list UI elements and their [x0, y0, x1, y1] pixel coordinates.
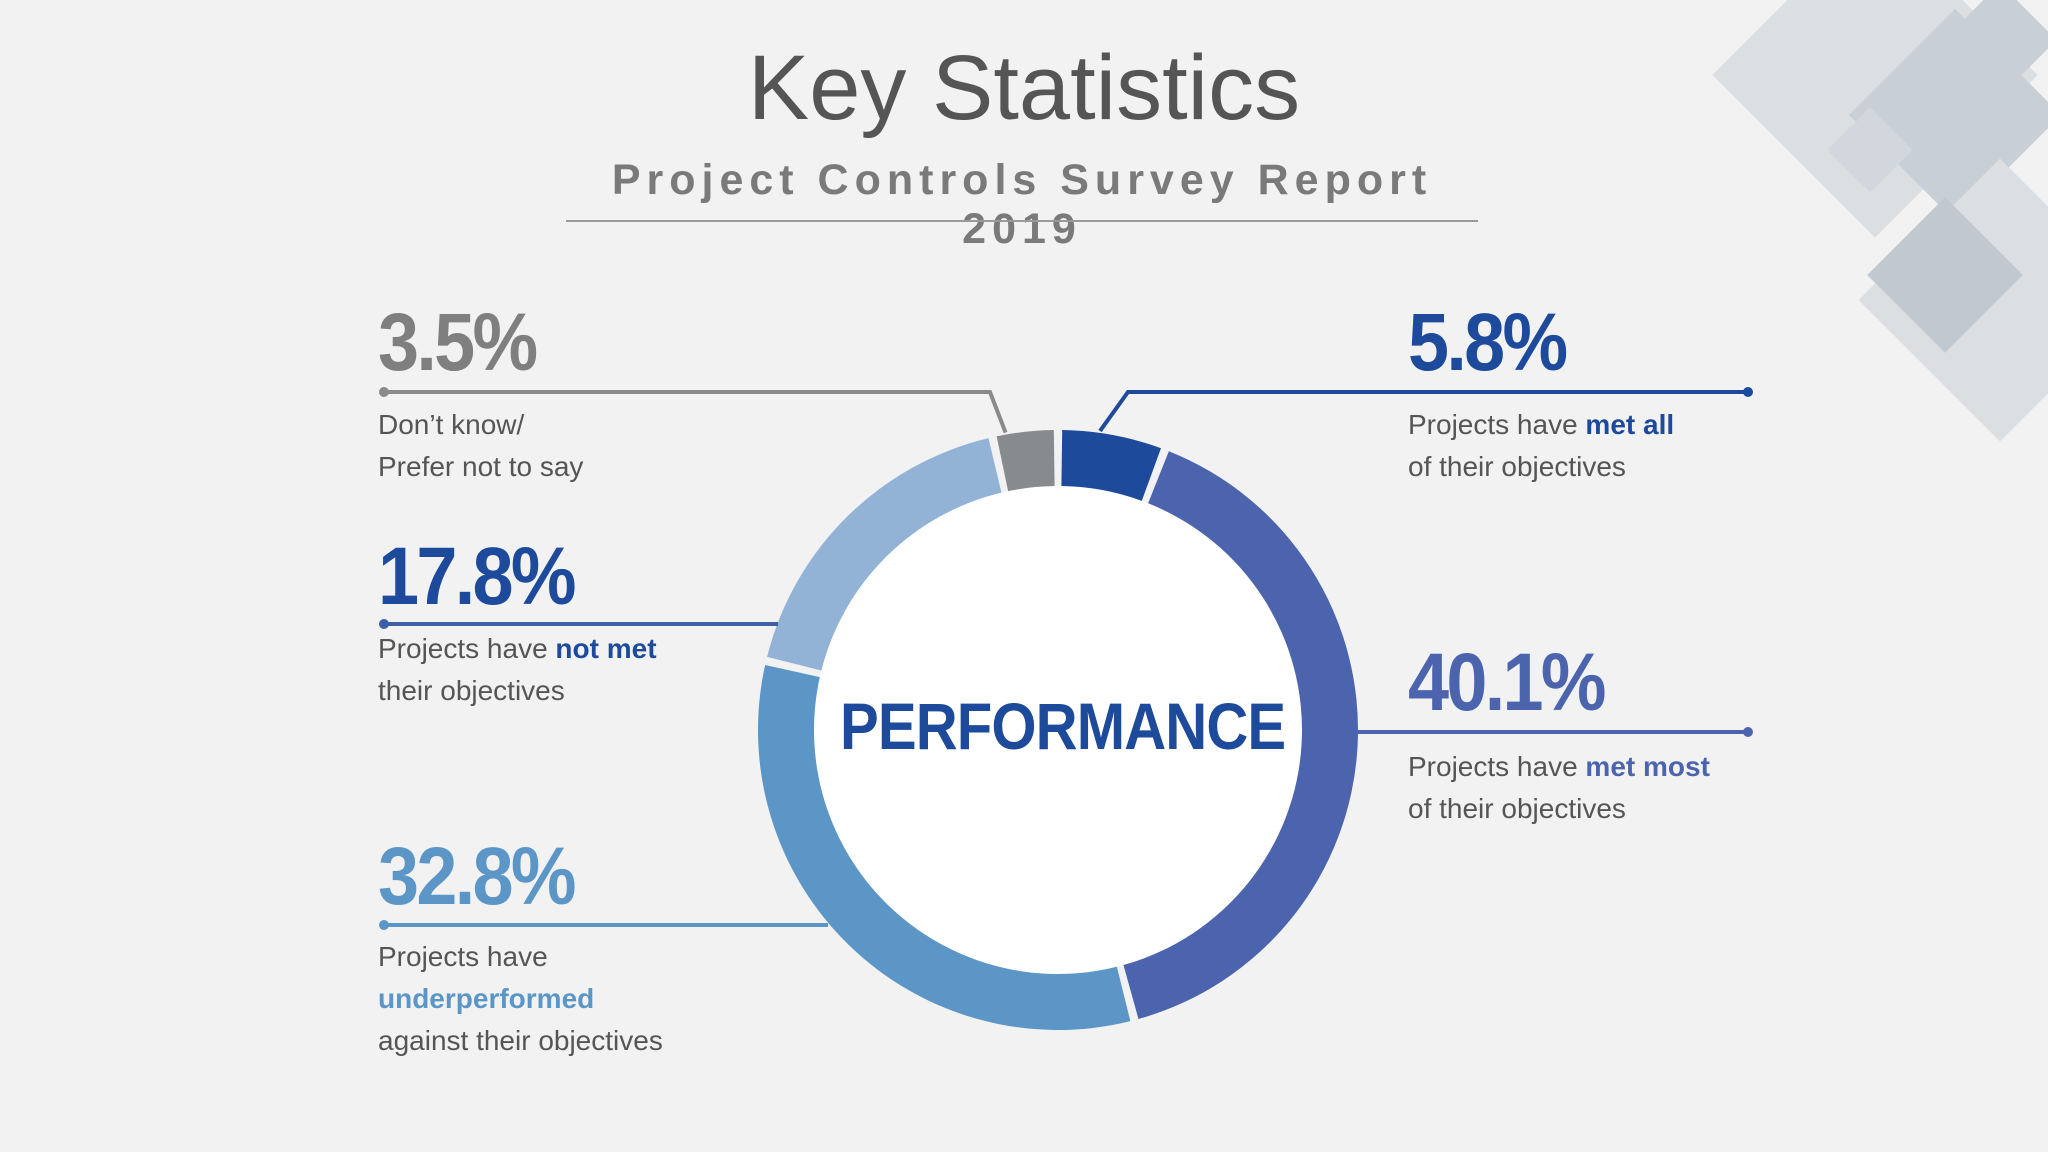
slice-desc-text: Don’t know/	[378, 409, 525, 440]
leader-line-dont_know	[384, 390, 1008, 434]
donut-slice-not_met	[767, 438, 1002, 671]
slice-desc-highlight: not met	[555, 633, 657, 664]
page-title: Key Statistics	[747, 37, 1301, 139]
slice-value-dont_know: 3.5%	[378, 297, 538, 388]
leader-dot-not_met	[379, 619, 389, 629]
subtitle-divider	[566, 220, 1478, 222]
leader-line-met_all	[1098, 390, 1748, 433]
slice-desc-text: Projects have	[378, 941, 548, 972]
slice-desc-text: Projects have	[1408, 409, 1586, 440]
slice-value-met_most: 40.1%	[1408, 637, 1606, 728]
slice-value-underperformed: 32.8%	[378, 831, 576, 922]
slice-desc-text: Projects have	[1408, 751, 1586, 782]
slice-desc-text: against their objectives	[378, 1025, 663, 1056]
slice-desc-highlight: met all	[1585, 409, 1675, 440]
donut-slice-met_all	[1061, 430, 1161, 501]
donut-slice-dont_know	[996, 430, 1055, 492]
leader-dot-met_most	[1743, 727, 1753, 737]
donut-center-disc	[814, 486, 1302, 974]
slice-desc-text: their objectives	[378, 675, 565, 706]
leader-dot-dont_know	[379, 387, 389, 397]
slice-desc-highlight: met most	[1585, 751, 1710, 782]
slice-desc-text: of their objectives	[1408, 793, 1626, 824]
slice-value-not_met: 17.8%	[378, 531, 576, 622]
leader-dot-underperformed	[379, 920, 389, 930]
slice-desc-text: Prefer not to say	[378, 451, 584, 482]
donut-center-label: PERFORMANCE	[840, 689, 1286, 763]
slice-value-met_all: 5.8%	[1408, 297, 1568, 388]
slice-description-met_all: Projects have met all of their objectives	[1408, 404, 1674, 488]
leader-dot-met_all	[1743, 387, 1753, 397]
slice-desc-highlight: underperformed	[378, 983, 595, 1014]
slice-desc-text: Projects have	[378, 633, 556, 664]
slice-description-dont_know: Don’t know/Prefer not to say	[378, 404, 583, 488]
slice-description-met_most: Projects have met most of their objective…	[1408, 746, 1710, 830]
donut-slice-met_most	[1123, 451, 1359, 1020]
slice-desc-text: of their objectives	[1408, 451, 1626, 482]
slice-description-not_met: Projects have not met their objectives	[378, 628, 657, 712]
page-subtitle: Project Controls Survey Report 2019	[611, 156, 1433, 253]
slice-description-underperformed: Projects have underperformed against their…	[378, 936, 663, 1062]
donut-slice-underperformed	[757, 664, 1131, 1030]
